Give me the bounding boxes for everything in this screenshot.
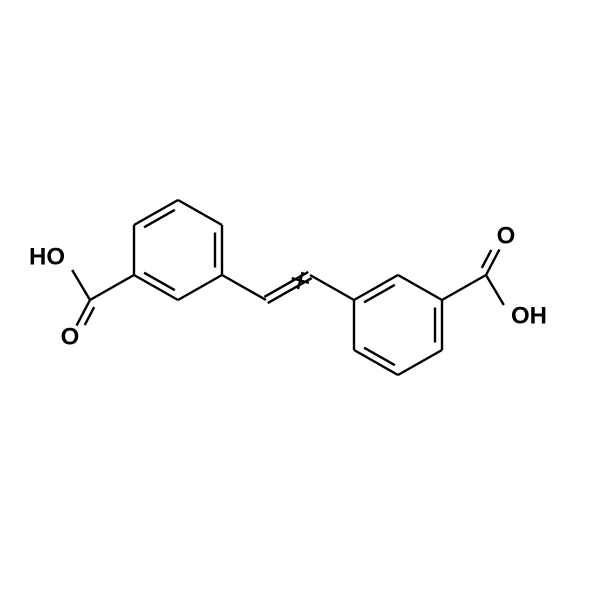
bond bbox=[398, 275, 442, 300]
atom-label: O bbox=[497, 222, 516, 249]
bond bbox=[310, 275, 354, 300]
bond bbox=[178, 275, 222, 300]
bond bbox=[144, 210, 175, 228]
atom-label: O bbox=[61, 323, 80, 350]
bond bbox=[72, 270, 90, 300]
bond bbox=[178, 200, 222, 225]
bond bbox=[442, 275, 486, 300]
bond bbox=[144, 273, 175, 291]
molecule-diagram: O HO O OH bbox=[0, 0, 600, 600]
atom-label: OH bbox=[511, 302, 547, 329]
bond bbox=[364, 285, 395, 303]
bond bbox=[486, 275, 504, 305]
bond bbox=[77, 300, 90, 326]
bond bbox=[364, 348, 395, 366]
bond bbox=[486, 249, 499, 275]
bond bbox=[222, 275, 266, 300]
bond bbox=[398, 350, 442, 375]
atom-label: HO bbox=[29, 243, 65, 270]
bond bbox=[90, 275, 134, 300]
